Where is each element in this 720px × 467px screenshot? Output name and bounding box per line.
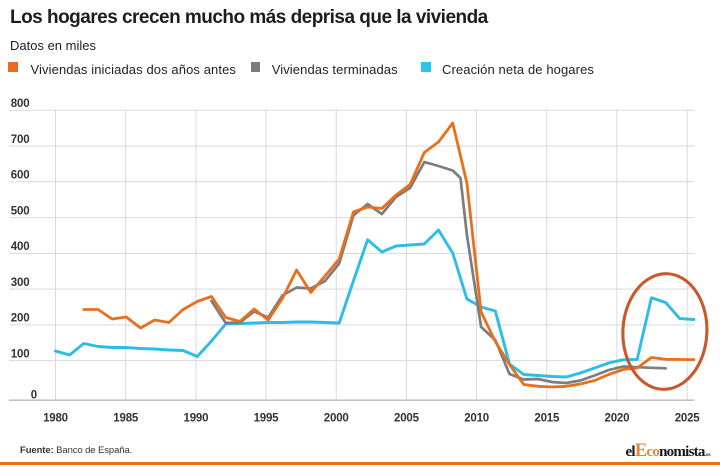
svg-text:300: 300 (11, 277, 30, 289)
svg-text:2015: 2015 (534, 413, 560, 425)
svg-text:2010: 2010 (464, 413, 489, 425)
svg-text:1995: 1995 (254, 413, 280, 425)
svg-text:1990: 1990 (184, 413, 209, 425)
svg-text:0: 0 (31, 390, 37, 402)
svg-text:2025: 2025 (675, 413, 701, 425)
svg-text:2005: 2005 (394, 413, 420, 425)
svg-text:400: 400 (11, 241, 30, 253)
svg-text:1985: 1985 (113, 413, 139, 425)
svg-text:2020: 2020 (605, 413, 630, 425)
svg-text:800: 800 (11, 98, 30, 110)
svg-text:600: 600 (11, 170, 30, 182)
svg-text:2000: 2000 (324, 413, 349, 425)
svg-text:200: 200 (11, 313, 30, 325)
svg-text:1980: 1980 (43, 413, 68, 425)
svg-text:700: 700 (11, 134, 30, 146)
svg-text:500: 500 (11, 205, 30, 217)
svg-text:100: 100 (11, 348, 30, 360)
